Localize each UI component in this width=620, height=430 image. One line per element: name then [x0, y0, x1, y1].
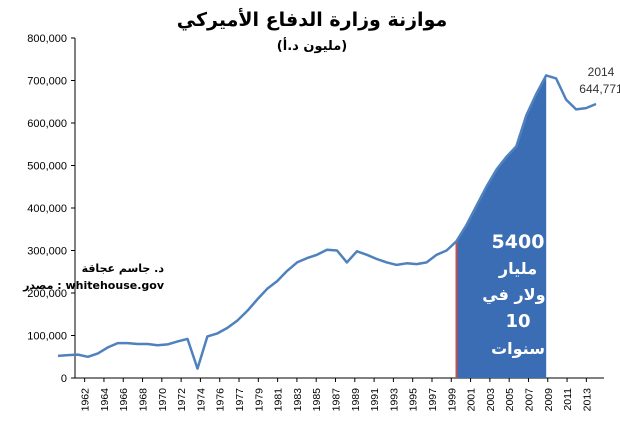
- chart-title: موازنة وزارة الدفاع الأميركي: [177, 8, 448, 31]
- x-tick-label: 1968: [138, 388, 150, 412]
- y-tick-label: 800,000: [27, 33, 67, 45]
- x-tick-label: 1997: [427, 388, 439, 412]
- x-tick-label: 1977: [234, 388, 246, 412]
- series-line: [57, 74, 597, 370]
- highlight-area: [456, 75, 547, 379]
- source-site: مصدر : whitehouse.gov: [22, 279, 165, 292]
- y-tick-label: 700,000: [27, 76, 67, 88]
- x-tick-label: 2005: [504, 388, 516, 412]
- callout-line-1: 5400: [492, 231, 545, 253]
- callout-line-3: دولار في: [482, 285, 554, 305]
- y-tick-label: 100,000: [27, 331, 67, 343]
- x-tick-label: 2009: [543, 388, 555, 412]
- callout-line-4: 10: [505, 311, 530, 332]
- y-tick-label: 200,000: [27, 288, 67, 300]
- x-tick-label: 1974: [195, 388, 207, 412]
- y-tick-label: 0: [61, 373, 67, 385]
- x-tick-label: 1987: [331, 388, 343, 412]
- callout-line-2: مليار: [498, 259, 537, 278]
- x-tick-label: 1985: [311, 388, 323, 412]
- end-value-label: 644,771: [579, 82, 620, 96]
- x-tick-label: 1983: [292, 388, 304, 412]
- source-author: د. جاسم عجاقة: [82, 262, 165, 275]
- x-tick-label: 1966: [118, 388, 130, 412]
- x-tick-label: 1972: [176, 388, 188, 412]
- x-tick-label: 1962: [80, 388, 92, 412]
- x-tick-label: 2003: [485, 388, 497, 412]
- callout-line-5: سنوات: [491, 339, 545, 358]
- x-axis-ticks: 1962 1964 1966 1968 1970 1972 1974 1976 1977 1979…: [80, 378, 593, 412]
- x-tick-label: 2013: [581, 388, 593, 412]
- x-tick-label: 1989: [350, 388, 362, 412]
- x-tick-label: 1993: [388, 388, 400, 412]
- x-tick-label: 1976: [215, 388, 227, 412]
- x-tick-label: 2007: [523, 388, 535, 412]
- y-axis-ticks: 0 100,000 200,000 300,000 400,000 500,000 600,…: [27, 33, 75, 385]
- x-tick-label: 1970: [157, 388, 169, 412]
- y-tick-label: 300,000: [27, 246, 67, 258]
- x-tick-label: 1995: [408, 388, 420, 412]
- end-year-label: 2014: [588, 65, 615, 79]
- x-tick-label: 1999: [446, 388, 458, 412]
- x-tick-label: 2001: [466, 388, 478, 412]
- x-tick-label: 1991: [369, 388, 381, 412]
- x-tick-label: 2011: [562, 388, 574, 411]
- x-tick-label: 1979: [253, 388, 265, 412]
- x-tick-label: 1964: [99, 388, 111, 412]
- y-tick-label: 500,000: [27, 161, 67, 173]
- x-tick-label: 1981: [273, 388, 285, 412]
- y-tick-label: 400,000: [27, 203, 67, 215]
- y-tick-label: 600,000: [27, 118, 67, 130]
- chart-subtitle: (مليون د.أ): [277, 37, 347, 54]
